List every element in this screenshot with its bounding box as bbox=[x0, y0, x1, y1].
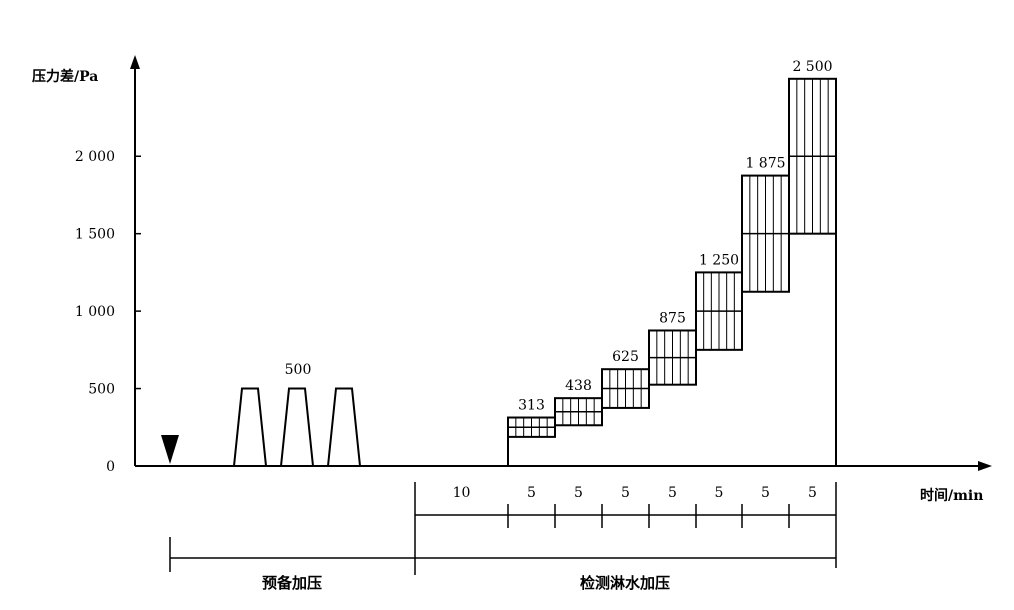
step-block: 2 500 bbox=[788, 59, 837, 235]
x-axis-arrow bbox=[978, 461, 992, 471]
phase-label-pre: 预备加压 bbox=[262, 574, 322, 592]
time-axis: 10 5 5 5 5 5 5 5 bbox=[414, 482, 837, 575]
y-tick-label: 1 500 bbox=[75, 227, 115, 243]
pre-pressure-label: 500 bbox=[285, 362, 312, 378]
y-tick-label: 0 bbox=[106, 459, 115, 475]
step-block: 313 bbox=[507, 398, 556, 438]
y-axis-title: 压力差/Pa bbox=[32, 68, 98, 85]
duration-label: 5 bbox=[621, 485, 630, 501]
y-axis-arrow bbox=[130, 55, 140, 69]
duration-label: 5 bbox=[808, 485, 817, 501]
step-value-label: 875 bbox=[659, 310, 686, 326]
duration-label: 5 bbox=[574, 485, 583, 501]
test-pressure-steps: 313 438 625 875 1 250 1 875 2 500 bbox=[507, 59, 837, 466]
y-tick-label: 1 000 bbox=[75, 304, 115, 320]
step-value-label: 2 500 bbox=[792, 59, 832, 75]
step-value-label: 1 875 bbox=[745, 156, 785, 172]
y-tick-label: 500 bbox=[88, 382, 115, 398]
axes bbox=[130, 55, 992, 471]
step-value-label: 438 bbox=[565, 378, 592, 394]
pre-pressure-pulses bbox=[233, 387, 361, 467]
y-tick-label: 2 000 bbox=[75, 149, 115, 165]
step-value-label: 625 bbox=[612, 349, 639, 365]
phase-axis: 预备加压 检测淋水加压 bbox=[169, 537, 836, 592]
step-value-label: 313 bbox=[518, 398, 545, 414]
duration-label: 5 bbox=[761, 485, 770, 501]
start-marker bbox=[161, 435, 179, 464]
step-block: 438 bbox=[554, 378, 603, 427]
step-value-label: 1 250 bbox=[699, 252, 739, 268]
x-axis-title: 时间/min bbox=[920, 487, 983, 504]
pressure-pulse bbox=[280, 387, 314, 467]
step-block: 1 875 bbox=[741, 156, 790, 293]
duration-label: 10 bbox=[453, 485, 471, 501]
step-block: 1 250 bbox=[695, 252, 743, 351]
duration-label: 5 bbox=[527, 485, 536, 501]
step-block: 625 bbox=[601, 349, 650, 409]
phase-label-test: 检测淋水加压 bbox=[580, 574, 670, 592]
duration-label: 5 bbox=[715, 485, 724, 501]
duration-label: 5 bbox=[668, 485, 677, 501]
pressure-pulse bbox=[327, 387, 361, 467]
step-block: 875 bbox=[648, 310, 697, 386]
pressure-pulse bbox=[233, 387, 267, 467]
y-axis-ticks: 0 500 1 000 1 500 2 000 bbox=[75, 149, 141, 475]
